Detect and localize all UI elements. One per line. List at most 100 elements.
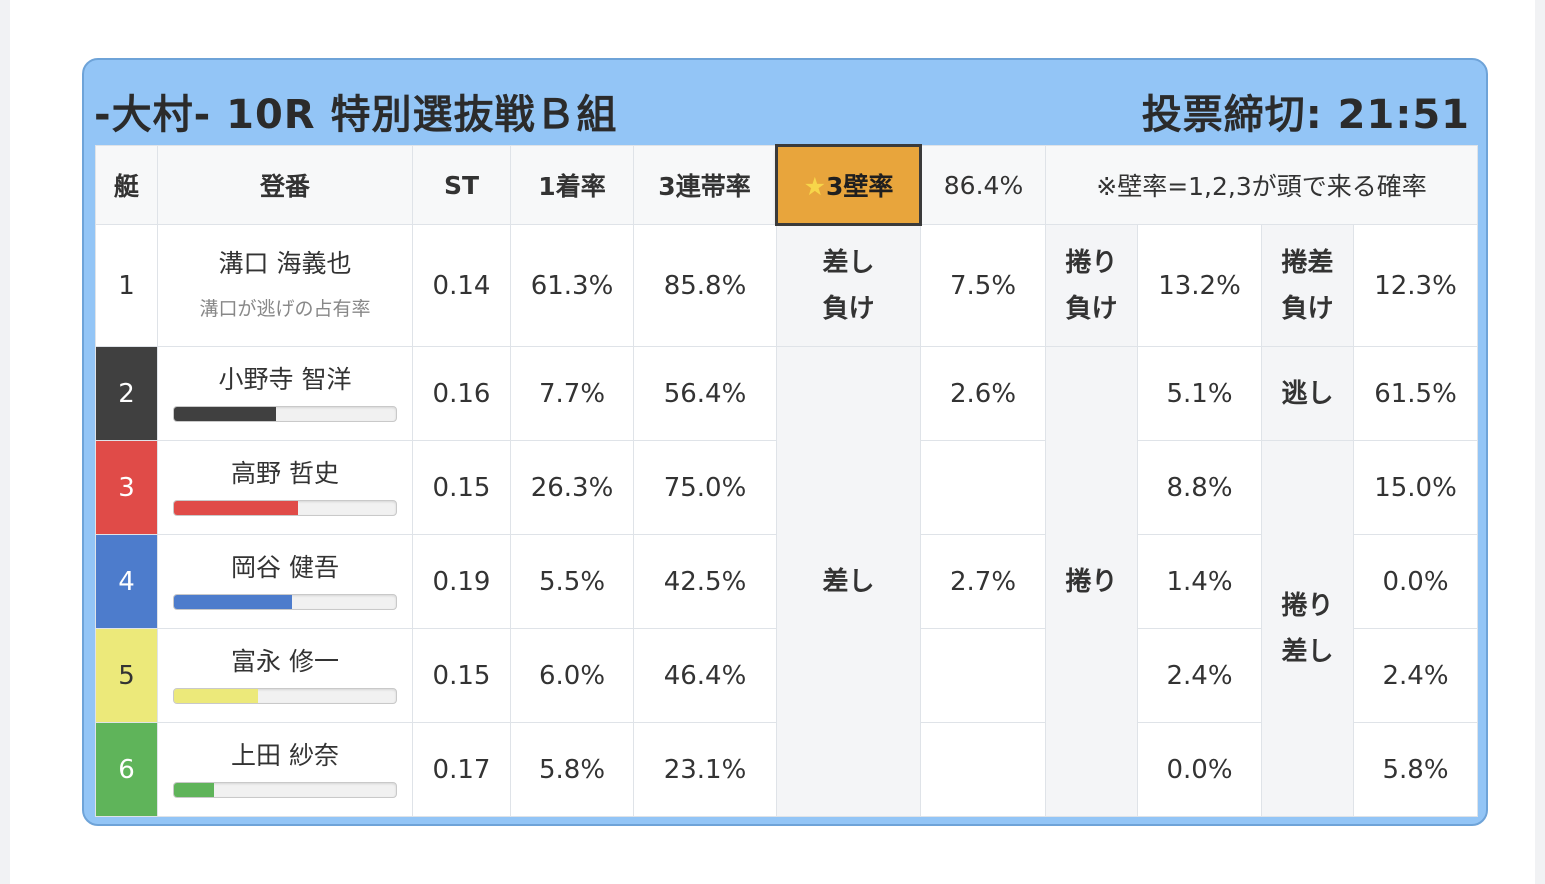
makurisashi-make-value: 12.3% [1352, 224, 1479, 347]
col-header-st: ST [412, 145, 511, 225]
makuri-label: 捲り [1045, 346, 1138, 817]
lane-number: 5 [95, 628, 158, 723]
wall-rate-button[interactable]: ★3壁率 [775, 144, 922, 226]
racer-progress-bar [173, 499, 397, 516]
racer-progress-bar [173, 781, 397, 798]
sashi-make-label: 差し 負け [776, 224, 921, 347]
progress-fill [174, 782, 214, 797]
betting-deadline: 投票締切: 21:51 [1141, 92, 1470, 138]
racer-cell[interactable]: 上田 紗奈 [157, 722, 413, 817]
wall-rate-note: ※壁率=1,2,3が頭で来る確率 [1044, 145, 1479, 225]
top3-rate-value: 42.5% [633, 534, 777, 629]
col-header-win-rate: 1着率 [510, 145, 634, 225]
racer-cell[interactable]: 岡谷 健吾 [157, 534, 413, 629]
table-row: 4 岡谷 健吾 0.19 5.5% 42.5% 2.7% 1.4% 0.0% [95, 534, 1479, 629]
racer-cell[interactable]: 富永 修一 [157, 628, 413, 723]
label-line-1: 差し [822, 248, 875, 278]
race-title: -大村- 10R 特別選抜戦Ｂ組 [94, 92, 618, 138]
racer-cell[interactable]: 高野 哲史 [157, 440, 413, 535]
makuri-value: 5.1% [1137, 346, 1262, 441]
top3-rate-value: 56.4% [633, 346, 777, 441]
progress-fill [174, 500, 299, 515]
racer-subtext: 溝口が逃げの占有率 [199, 298, 371, 320]
label-line-1: 捲差 [1281, 247, 1334, 278]
star-icon: ★ [803, 172, 826, 201]
makuri-value: 8.8% [1137, 440, 1262, 535]
label-line-1: 捲り [1065, 247, 1118, 278]
label-line-2: 負け [1065, 293, 1118, 324]
win-rate-value: 5.8% [510, 722, 634, 817]
wall-rate-label: 3壁率 [826, 172, 894, 201]
makurisashi-value: 15.0% [1352, 440, 1479, 535]
lane-number: 2 [95, 346, 158, 441]
progress-fill [174, 688, 259, 703]
racer-name: 溝口 海義也 [218, 249, 352, 278]
col-header-racer: 登番 [157, 145, 413, 225]
win-rate-value: 26.3% [510, 440, 634, 535]
racer-name: 富永 修一 [231, 646, 339, 676]
racer-progress-bar [173, 593, 397, 610]
racer-name: 岡谷 健吾 [231, 552, 339, 582]
page-background: -大村- 10R 特別選抜戦Ｂ組 投票締切: 21:51 艇 登番 ST [10, 0, 1535, 884]
progress-fill [174, 406, 277, 421]
col-header-lane: 艇 [95, 145, 158, 225]
st-value: 0.15 [412, 628, 511, 723]
top3-rate-value: 75.0% [633, 440, 777, 535]
makuri-value: 0.0% [1137, 722, 1262, 817]
table-row: 5 富永 修一 0.15 6.0% 46.4% 2.4% 2.4% [95, 628, 1479, 723]
lane-number: 3 [95, 440, 158, 535]
top3-rate-value: 46.4% [633, 628, 777, 723]
racer-name: 高野 哲史 [231, 458, 339, 488]
label-line-2: 差し [1281, 636, 1334, 667]
makurisashi-label: 捲り 差し [1261, 440, 1354, 817]
racer-name: 上田 紗奈 [231, 740, 339, 770]
racer-progress-bar [173, 687, 397, 704]
st-value: 0.19 [412, 534, 511, 629]
wall-rate-value: 86.4% [920, 145, 1046, 225]
nige-value: 61.5% [1352, 346, 1479, 441]
win-rate-value: 7.7% [510, 346, 634, 441]
racer-progress-bar [173, 405, 397, 422]
race-card: -大村- 10R 特別選抜戦Ｂ組 投票締切: 21:51 艇 登番 ST [82, 58, 1488, 826]
racer-cell[interactable]: 溝口 海義也 溝口が逃げの占有率 [157, 224, 413, 347]
lane-number: 1 [95, 224, 158, 347]
sashi-value: 2.6% [920, 346, 1046, 441]
race-table: 艇 登番 ST 1着率 3連帯率 ★3壁率 86.4% ※壁率=1,2,3が頭で… [95, 144, 1479, 817]
st-value: 0.14 [412, 224, 511, 347]
win-rate-value: 61.3% [510, 224, 634, 347]
makuri-value: 2.4% [1137, 628, 1262, 723]
table-row: 3 高野 哲史 0.15 26.3% 75.0% 8.8% 捲り差し 15.0% [95, 440, 1479, 817]
nige-label: 逃し [1261, 346, 1354, 441]
label-line-1: 捲り [1281, 590, 1334, 621]
st-value: 0.16 [412, 346, 511, 441]
makuri-make-label: 捲り 負け [1045, 224, 1138, 347]
table-row: 2 小野寺 智洋 0.16 7.7% 56.4% 差し 2.6% 捲り 5.1%… [95, 346, 1479, 817]
sashi-value [920, 440, 1046, 535]
st-value: 0.15 [412, 440, 511, 535]
win-rate-value: 6.0% [510, 628, 634, 723]
sashi-value [920, 722, 1046, 817]
label-line-2: 負け [822, 294, 875, 324]
top3-rate-value: 85.8% [633, 224, 777, 347]
makurisashi-value: 0.0% [1352, 534, 1479, 629]
progress-fill [174, 594, 292, 609]
sashi-value: 2.7% [920, 534, 1046, 629]
sashi-make-value: 7.5% [920, 224, 1046, 347]
makurisashi-value: 5.8% [1352, 722, 1479, 817]
table-row: 1 溝口 海義也 溝口が逃げの占有率 0.14 61.3% 85.8% 差し負け… [95, 224, 1479, 347]
table-header-row: 艇 登番 ST 1着率 3連帯率 ★3壁率 86.4% ※壁率=1,2,3が頭で… [95, 144, 1479, 226]
racer-name: 小野寺 智洋 [218, 364, 352, 394]
st-value: 0.17 [412, 722, 511, 817]
racer-cell[interactable]: 小野寺 智洋 [157, 346, 413, 441]
label-line-2: 負け [1281, 293, 1334, 324]
lane-number: 6 [95, 722, 158, 817]
win-rate-value: 5.5% [510, 534, 634, 629]
table-row: 6 上田 紗奈 0.17 5.8% 23.1% 0.0% 5.8% [95, 722, 1479, 817]
col-header-top3-rate: 3連帯率 [633, 145, 777, 225]
lane-number: 4 [95, 534, 158, 629]
sashi-value [920, 628, 1046, 723]
makurisashi-value: 2.4% [1352, 628, 1479, 723]
makuri-make-value: 13.2% [1137, 224, 1262, 347]
makurisashi-make-label: 捲差 負け [1261, 224, 1354, 347]
top3-rate-value: 23.1% [633, 722, 777, 817]
